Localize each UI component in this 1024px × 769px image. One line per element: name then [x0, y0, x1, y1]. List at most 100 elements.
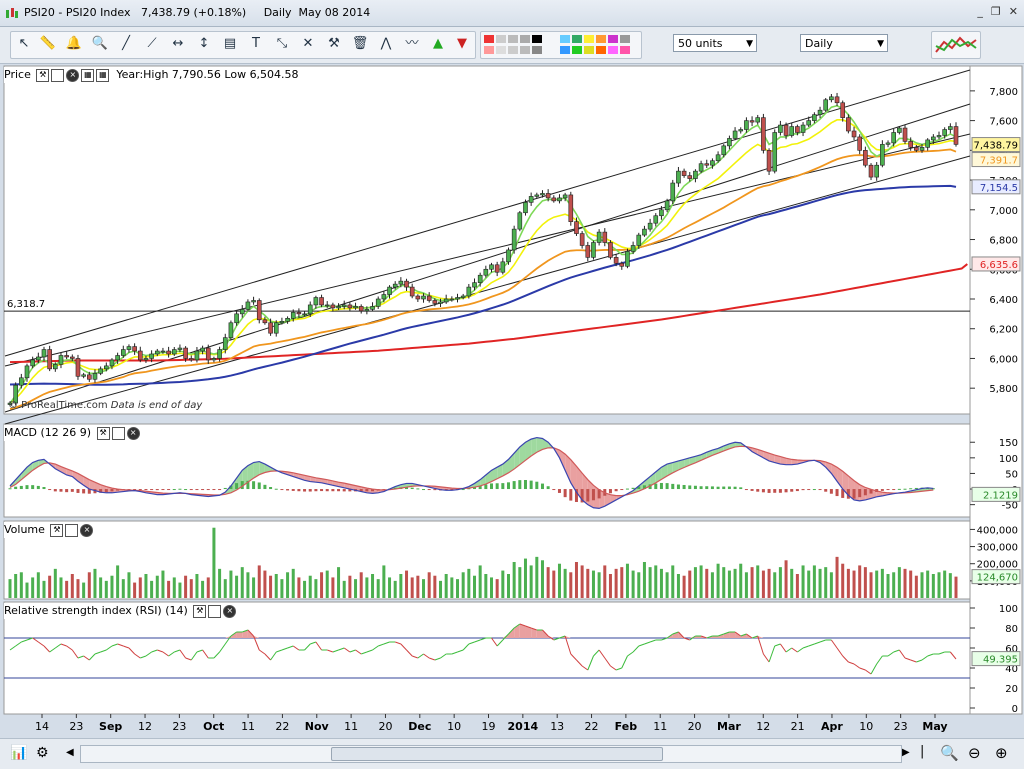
volume-bar: [710, 572, 714, 598]
candle-body: [642, 228, 647, 236]
macd-histogram-bar: [269, 487, 273, 490]
trend-channel-line: [4, 155, 971, 425]
candle-body: [273, 322, 279, 334]
timeframe-dropdown[interactable]: Daily ▼: [800, 34, 888, 52]
rsi-line-segment: [60, 643, 67, 647]
color-swatches[interactable]: [481, 32, 641, 58]
zoom-in-icon[interactable]: ⊕: [995, 744, 1008, 762]
candle-body: [557, 197, 562, 202]
ray-tool-icon[interactable]: ⟋: [147, 36, 157, 51]
macd-histogram-bar: [473, 487, 477, 490]
rsi-line-segment: [43, 645, 51, 653]
minimize-icon[interactable]: _: [977, 5, 983, 18]
horizontal-line-icon[interactable]: ↔: [172, 36, 184, 51]
macd-histogram-bar: [76, 489, 80, 493]
window-icon[interactable]: [65, 523, 79, 537]
text-tool-icon[interactable]: T: [252, 36, 260, 51]
wrench-icon[interactable]: ⚒: [193, 604, 207, 618]
price-panel[interactable]: [3, 65, 971, 415]
candle-body: [528, 196, 534, 203]
macd-histogram-bar: [824, 489, 828, 492]
close-panel-icon[interactable]: ×: [66, 68, 80, 82]
rsi-line-segment: [361, 651, 368, 655]
window-icon[interactable]: [208, 604, 222, 618]
close-icon[interactable]: ✕: [1008, 5, 1018, 18]
horizontal-scrollbar[interactable]: [80, 745, 902, 763]
fibonacci-icon[interactable]: ▤: [223, 36, 237, 51]
macd-fill: [497, 464, 503, 479]
alarm-bell-icon[interactable]: 🔔: [65, 36, 83, 51]
rsi-line-segment: [49, 647, 56, 653]
vertical-line-icon[interactable]: ↕: [198, 36, 210, 51]
volume-bar: [761, 570, 765, 598]
macd-line: [9, 436, 934, 509]
volume-bar: [444, 574, 448, 598]
ma-medium-line: [9, 119, 957, 404]
candle-body: [358, 306, 364, 312]
grid-icon[interactable]: ▦: [81, 68, 95, 82]
chart-settings-icon[interactable]: 📊: [10, 745, 28, 761]
volume-bar: [337, 567, 341, 598]
wrench-icon[interactable]: ⚒: [36, 68, 50, 82]
tools-icon[interactable]: ⚒: [328, 36, 340, 51]
close-panel-icon[interactable]: ×: [223, 604, 237, 618]
rsi-line-segment: [338, 647, 345, 651]
rsi-line-segment: [77, 655, 84, 659]
macd-histogram-bar: [835, 489, 839, 497]
wrench-icon[interactable]: ⚒: [50, 523, 64, 537]
crosshair-icon[interactable]: ✕: [302, 36, 314, 51]
candle-body: [47, 349, 52, 370]
restore-icon[interactable]: ❐: [990, 5, 1001, 18]
volume-bar: [659, 568, 663, 598]
pattern-icon[interactable]: ⋀: [380, 36, 392, 51]
app-chart-icon: [6, 8, 18, 18]
trash-icon[interactable]: 🗑: [351, 36, 369, 51]
wave-icon[interactable]: 〰: [405, 36, 419, 51]
zoom-fit-icon[interactable]: 🔍: [940, 744, 959, 762]
pointer-icon[interactable]: ↖: [18, 36, 30, 51]
scroll-right-icon[interactable]: ▶: [902, 747, 910, 758]
indicators-icon[interactable]: ⚙: [36, 745, 49, 761]
macd-panel[interactable]: [3, 423, 971, 518]
rsi-panel[interactable]: [3, 601, 971, 715]
window-icon[interactable]: [111, 426, 125, 440]
zoom-out-icon[interactable]: ⊖: [968, 744, 981, 762]
rsi-tick-label: 80: [1005, 624, 1018, 635]
scrollbar-thumb[interactable]: [331, 747, 663, 761]
rsi-line-segment: [559, 635, 566, 639]
line-tool-icon[interactable]: ╱: [122, 36, 130, 51]
volume-bar: [342, 580, 346, 598]
x-tick-label: 12: [138, 720, 152, 733]
volume-bar: [914, 575, 918, 598]
macd-histogram-bar: [337, 489, 341, 492]
macd-fill: [474, 479, 481, 488]
ruler-icon[interactable]: 📏: [39, 36, 57, 51]
candle-body: [36, 356, 41, 361]
arrow-up-icon[interactable]: ▲: [433, 36, 443, 51]
close-panel-icon[interactable]: ×: [80, 523, 94, 537]
wrench-icon[interactable]: ⚒: [96, 426, 110, 440]
macd-tick-label: 100: [999, 454, 1018, 465]
rsi-line-segment: [604, 657, 611, 667]
macd-histogram-bar: [53, 489, 57, 492]
channel-tool-icon[interactable]: ⤡: [276, 36, 288, 51]
zoom-icon[interactable]: 🔍: [91, 36, 109, 51]
chart-area[interactable]: 5,8006,0006,2006,4006,6006,8007,0007,200…: [0, 64, 1024, 738]
rsi-line-segment: [378, 643, 385, 647]
macd-histogram-bar: [767, 489, 771, 493]
x-tick-label: 19: [482, 720, 496, 733]
grid2-icon[interactable]: ▦: [96, 68, 110, 82]
volume-bar: [178, 582, 182, 598]
window-icon[interactable]: [51, 68, 65, 82]
volume-bar: [954, 576, 958, 598]
volume-bar: [637, 572, 641, 598]
macd-fill: [650, 471, 656, 486]
macd-histogram-bar: [308, 489, 312, 492]
macd-fill: [15, 473, 22, 485]
arrow-down-icon[interactable]: ▼: [457, 36, 467, 51]
indicator-button[interactable]: [931, 31, 981, 59]
candle-body: [313, 297, 319, 306]
scroll-left-icon[interactable]: ◀: [66, 747, 74, 758]
close-panel-icon[interactable]: ×: [126, 426, 140, 440]
units-dropdown[interactable]: 50 units ▼: [673, 34, 757, 52]
